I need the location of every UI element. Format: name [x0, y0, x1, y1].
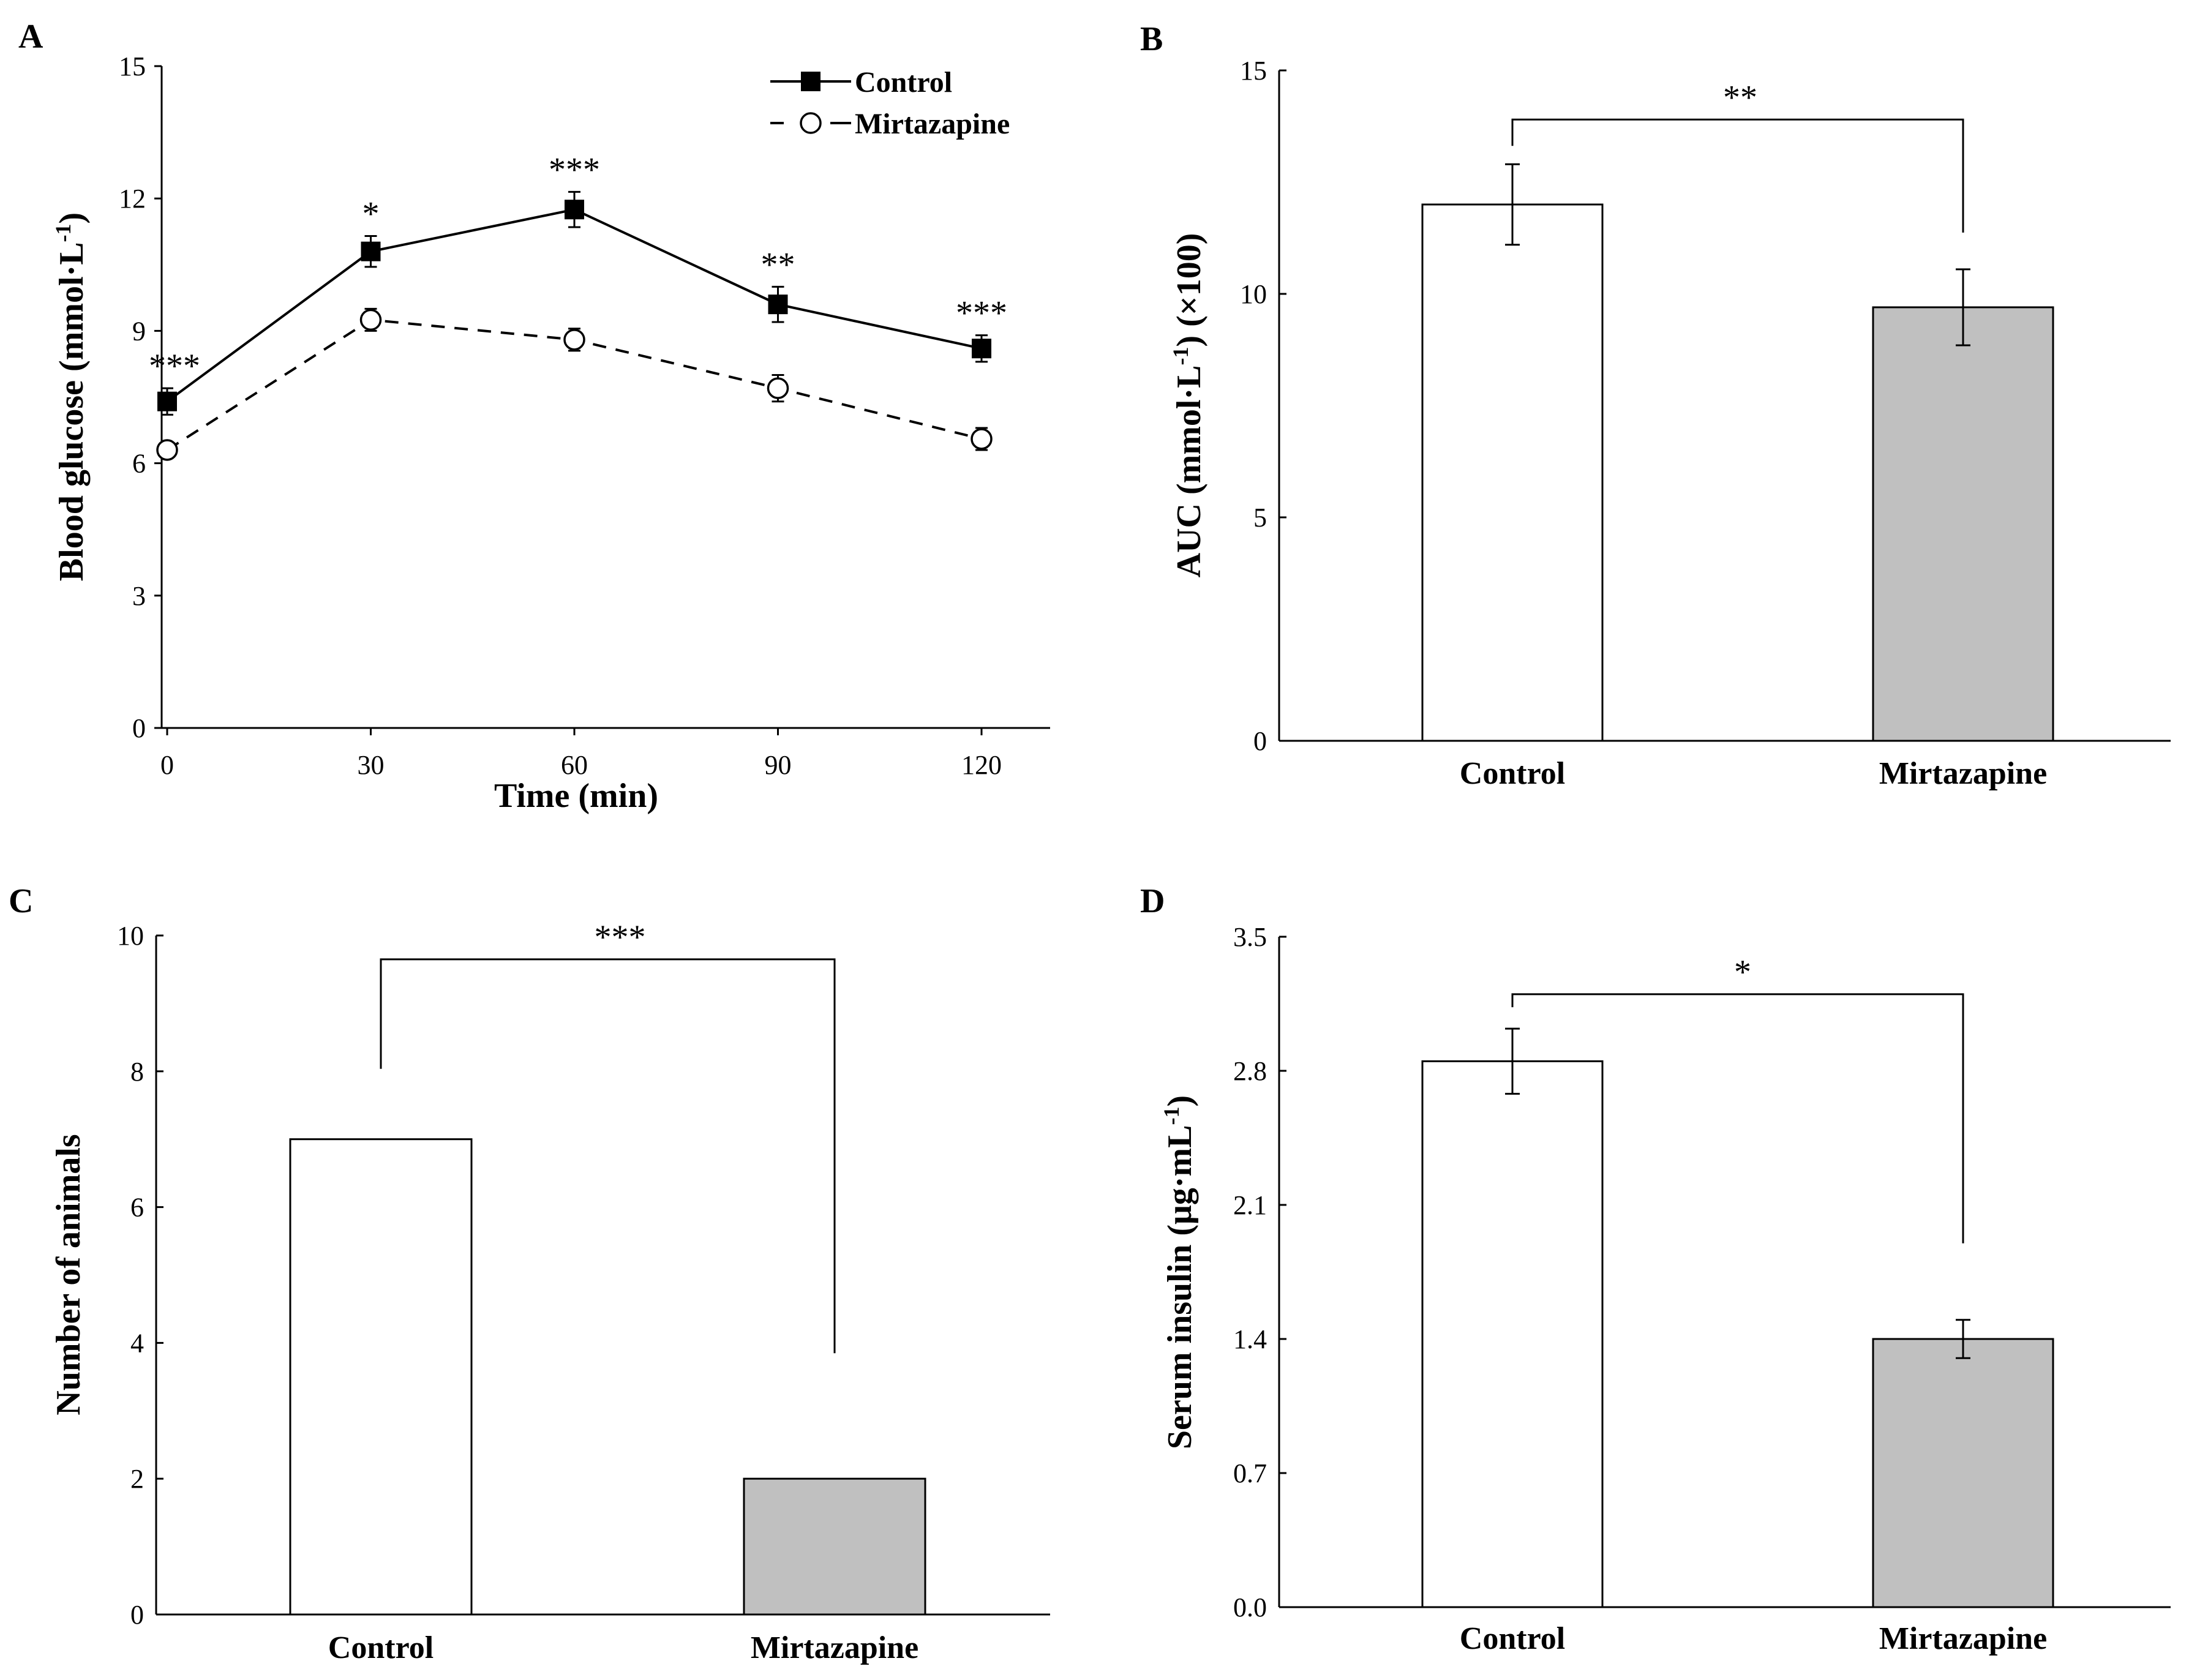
legend-control-marker: [801, 72, 820, 91]
y-tick-label: 10: [1240, 279, 1267, 309]
series-control-point: [768, 294, 788, 315]
legend-mirtazapine-label: Mirtazapine: [855, 108, 1010, 140]
significance-label: **: [1723, 78, 1757, 116]
panel-b-y-axis-label: AUC (mmol·L-1) (×100): [1168, 233, 1208, 578]
panel-a-x-tick-label: 0: [160, 750, 174, 780]
y-tick-label: 1.4: [1233, 1324, 1267, 1354]
significance-bracket: [1511, 118, 1964, 233]
panel-a-y-tick-label: 6: [132, 449, 146, 479]
significance-bracket: [1511, 993, 1964, 1243]
panel-a-significance: ***: [549, 151, 600, 189]
y-tick-label: 8: [130, 1057, 144, 1087]
category-label-control: Control: [1460, 1621, 1565, 1656]
y-tick-label: 2: [130, 1464, 144, 1494]
y-tick-label: 6: [130, 1193, 144, 1223]
series-control-point: [361, 241, 381, 261]
y-tick-label: 15: [1240, 56, 1267, 86]
bar-mirtazapine: [743, 1477, 926, 1616]
panel-b-label: B: [1140, 20, 1163, 58]
panel-b: B 0 5 10 15 Control Mirtazapine ** AUC (mmol·…: [1140, 20, 2171, 791]
category-label-control: Control: [1460, 756, 1565, 791]
panel-d: D 0.0 0.7 1.4 2.1 2.8 3.5 Control Mirtazapine *…: [1140, 882, 2171, 1656]
panel-a-x-axis-label: Time (min): [494, 777, 658, 815]
category-label-mirtazapine: Mirtazapine: [1879, 1621, 2047, 1656]
y-tick-label: 10: [117, 921, 144, 951]
y-tick-label: 4: [130, 1328, 144, 1358]
bar-mirtazapine: [1872, 306, 2054, 742]
series-mirtazapine-point: [971, 428, 993, 450]
panel-c-label: C: [9, 882, 33, 920]
panel-a-x-tick-label: 60: [561, 750, 588, 780]
panel-a-x-tick-label: 30: [358, 750, 385, 780]
bar-control: [289, 1138, 473, 1616]
panel-a-y-tick-label: 9: [132, 316, 146, 346]
significance-label: *: [1734, 953, 1751, 991]
y-tick-label: 0.7: [1233, 1458, 1267, 1488]
y-tick-label: 0: [1253, 726, 1267, 756]
panel-c-y-axis-label: Number of animals: [50, 1134, 88, 1415]
y-tick-label: 2.8: [1233, 1056, 1267, 1086]
series-mirtazapine-point: [156, 439, 178, 461]
category-label-mirtazapine: Mirtazapine: [1879, 756, 2047, 791]
bar-control: [1421, 1060, 1604, 1608]
series-control-point: [565, 200, 584, 220]
y-tick-label: 3.5: [1233, 922, 1267, 952]
bar-control: [1421, 203, 1604, 742]
panel-a-legend: Control Mirtazapine: [770, 66, 1010, 140]
panel-d-label: D: [1140, 882, 1165, 920]
panel-a-label: A: [18, 18, 43, 56]
panel-a-y-axis-label: Blood glucose (mmol·L-1): [51, 212, 91, 581]
panel-a-x-tick-label: 90: [765, 750, 792, 780]
panel-a-significance: ***: [956, 294, 1007, 332]
y-tick-label: 2.1: [1233, 1190, 1267, 1220]
panel-a: A 0 3 6 9 12 15 0 30 60 90 120 Blood glucose (mmo…: [18, 18, 1050, 815]
category-label-mirtazapine: Mirtazapine: [751, 1630, 918, 1665]
legend-mirtazapine-marker: [800, 112, 822, 134]
panel-c: C 0 2 4 6 8 10 Control Mirtazapine *** Number o…: [9, 882, 1050, 1665]
y-tick-label: 0: [130, 1600, 144, 1630]
panel-a-x-tick-label: 120: [961, 750, 1002, 780]
significance-bracket: [380, 958, 836, 1354]
panel-a-significance: ***: [149, 347, 200, 385]
bar-mirtazapine: [1872, 1338, 2054, 1608]
panel-a-y-tick-label: 15: [119, 51, 146, 81]
panel-a-y-tick-label: 0: [132, 713, 146, 743]
series-control-point: [157, 391, 177, 411]
panel-a-significance: **: [761, 246, 795, 283]
panel-a-y-tick-label: 3: [132, 581, 146, 611]
significance-label: ***: [595, 918, 646, 956]
series-mirtazapine-point: [767, 377, 789, 399]
series-mirtazapine-point: [563, 329, 585, 351]
y-tick-label: 0.0: [1233, 1592, 1267, 1622]
y-tick-label: 5: [1253, 503, 1267, 533]
legend-control-label: Control: [855, 66, 952, 99]
series-mirtazapine-point: [359, 309, 382, 331]
panel-a-significance: *: [362, 195, 380, 233]
panel-a-y-tick-label: 12: [119, 184, 146, 214]
category-label-control: Control: [328, 1630, 434, 1665]
series-control-point: [972, 339, 991, 359]
panel-d-y-axis-label: Serum insulin (μg·mL-1): [1159, 1095, 1199, 1449]
